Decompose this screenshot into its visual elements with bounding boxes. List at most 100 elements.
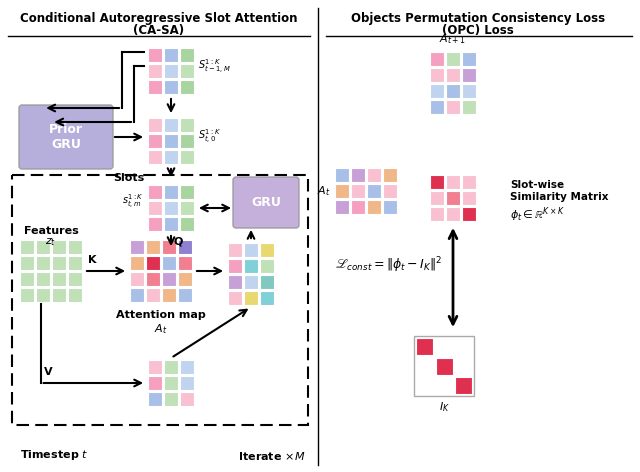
- Bar: [416, 377, 433, 394]
- FancyBboxPatch shape: [19, 105, 113, 169]
- Bar: [435, 377, 452, 394]
- Bar: [180, 360, 194, 374]
- Bar: [20, 256, 34, 270]
- Bar: [164, 150, 178, 164]
- Text: $z_t$: $z_t$: [45, 236, 56, 248]
- Bar: [20, 240, 34, 254]
- Bar: [164, 64, 178, 78]
- Bar: [164, 201, 178, 215]
- Text: Features: Features: [24, 226, 78, 236]
- Text: Timestep $t$: Timestep $t$: [20, 448, 88, 462]
- Text: $\mathscr{L}_{const} = \|\phi_t - I_K\|^2$: $\mathscr{L}_{const} = \|\phi_t - I_K\|^…: [335, 255, 443, 275]
- Bar: [446, 207, 460, 221]
- Bar: [462, 207, 476, 221]
- Bar: [130, 256, 144, 270]
- Bar: [455, 357, 472, 374]
- Bar: [148, 64, 162, 78]
- Bar: [244, 275, 258, 289]
- Bar: [164, 48, 178, 62]
- Bar: [351, 168, 365, 182]
- Bar: [146, 288, 160, 302]
- Bar: [148, 360, 162, 374]
- Bar: [130, 288, 144, 302]
- Bar: [52, 240, 66, 254]
- Bar: [178, 240, 192, 254]
- Bar: [228, 243, 242, 257]
- Bar: [414, 336, 474, 396]
- Bar: [260, 275, 274, 289]
- Bar: [164, 80, 178, 94]
- Bar: [244, 291, 258, 305]
- Bar: [180, 392, 194, 406]
- Bar: [180, 217, 194, 231]
- Bar: [68, 272, 82, 286]
- Bar: [164, 185, 178, 199]
- Text: Attention map: Attention map: [116, 310, 206, 320]
- Bar: [148, 217, 162, 231]
- Bar: [180, 48, 194, 62]
- Bar: [12, 175, 308, 425]
- Bar: [430, 84, 444, 98]
- Bar: [228, 259, 242, 273]
- Bar: [462, 68, 476, 82]
- Bar: [462, 191, 476, 205]
- Bar: [383, 168, 397, 182]
- Bar: [455, 338, 472, 355]
- Bar: [430, 207, 444, 221]
- Bar: [180, 64, 194, 78]
- Bar: [162, 240, 176, 254]
- Bar: [180, 185, 194, 199]
- Bar: [462, 100, 476, 114]
- Bar: [462, 52, 476, 66]
- Bar: [335, 200, 349, 214]
- Bar: [162, 272, 176, 286]
- Bar: [146, 272, 160, 286]
- Bar: [180, 150, 194, 164]
- Bar: [36, 272, 50, 286]
- Bar: [164, 376, 178, 390]
- Text: Slots: Slots: [113, 173, 144, 183]
- Bar: [351, 200, 365, 214]
- Bar: [36, 256, 50, 270]
- Bar: [244, 243, 258, 257]
- Bar: [164, 392, 178, 406]
- Bar: [164, 217, 178, 231]
- Text: Objects Permutation Consistency Loss: Objects Permutation Consistency Loss: [351, 12, 605, 25]
- Bar: [180, 80, 194, 94]
- Text: Iterate $\times M$: Iterate $\times M$: [237, 450, 305, 462]
- Text: $\phi_t \in \mathbb{R}^{K \times K}$: $\phi_t \in \mathbb{R}^{K \times K}$: [510, 205, 565, 224]
- Bar: [180, 376, 194, 390]
- Text: GRU: GRU: [251, 196, 281, 209]
- Bar: [351, 184, 365, 198]
- Bar: [260, 259, 274, 273]
- Bar: [367, 184, 381, 198]
- Bar: [148, 134, 162, 148]
- Bar: [462, 84, 476, 98]
- Bar: [244, 259, 258, 273]
- Bar: [178, 256, 192, 270]
- Text: $S_{t-1,M}^{1:K}$: $S_{t-1,M}^{1:K}$: [198, 58, 231, 76]
- Bar: [148, 80, 162, 94]
- Bar: [162, 288, 176, 302]
- Text: Prior
GRU: Prior GRU: [49, 123, 83, 151]
- Bar: [462, 175, 476, 189]
- Bar: [130, 240, 144, 254]
- Bar: [335, 168, 349, 182]
- Bar: [416, 338, 433, 355]
- Bar: [68, 288, 82, 302]
- Text: $I_K$: $I_K$: [438, 400, 449, 414]
- Bar: [367, 168, 381, 182]
- Bar: [435, 338, 452, 355]
- Bar: [148, 376, 162, 390]
- FancyBboxPatch shape: [233, 177, 299, 228]
- Text: (OPC) Loss: (OPC) Loss: [442, 24, 514, 37]
- Bar: [52, 288, 66, 302]
- Bar: [146, 256, 160, 270]
- Bar: [36, 288, 50, 302]
- Text: Slot-wise
Similarity Matrix: Slot-wise Similarity Matrix: [510, 180, 609, 202]
- Text: K: K: [88, 255, 97, 265]
- Bar: [36, 240, 50, 254]
- Bar: [430, 175, 444, 189]
- Bar: [52, 272, 66, 286]
- Bar: [430, 68, 444, 82]
